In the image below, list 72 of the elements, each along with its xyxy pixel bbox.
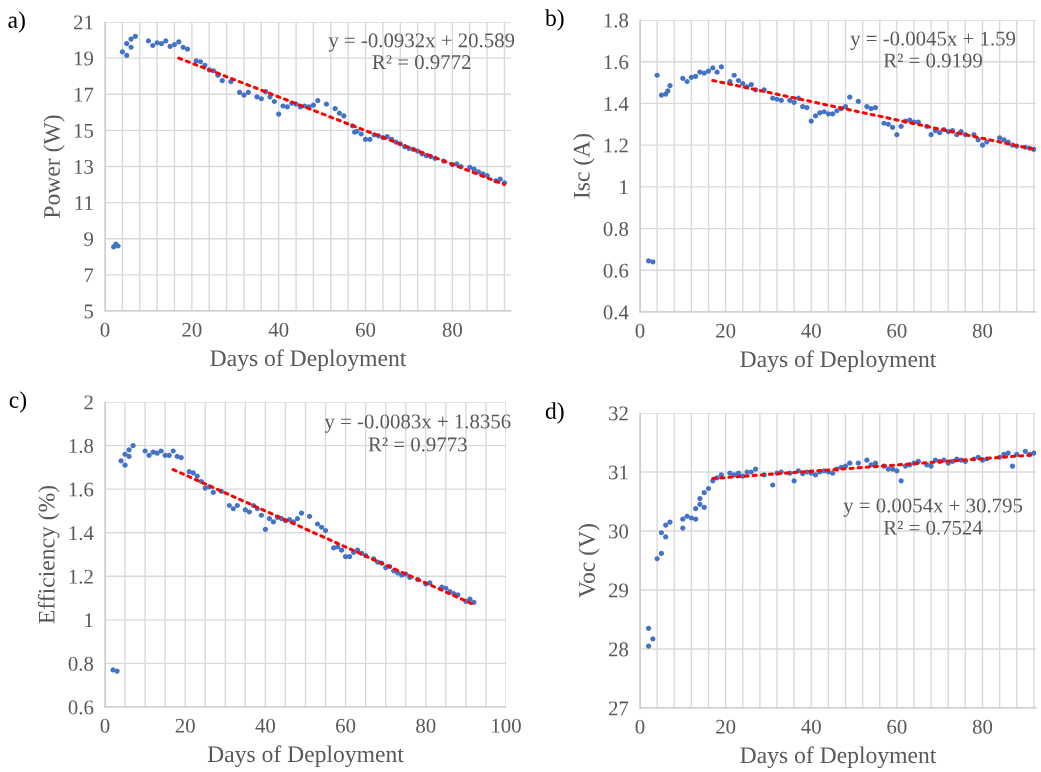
- y-tick-label: 13: [74, 159, 94, 174]
- y-tick-label: 1: [85, 613, 93, 628]
- x-tick-label: 20: [716, 323, 736, 338]
- y-tick-label: 5: [84, 304, 94, 319]
- y-tick-label: 17: [74, 87, 94, 102]
- y-axis-title: Efficiency (%): [37, 485, 60, 624]
- y-tick-label: 1.6: [604, 55, 629, 70]
- y-tick-label: 32: [609, 406, 628, 421]
- x-tick-label: 60: [336, 718, 356, 733]
- y-tick-label: 1.4: [69, 526, 94, 541]
- x-tick-label: 60: [887, 719, 907, 734]
- y-tick-label: 30: [609, 524, 629, 539]
- x-axis-title: Days of Deployment: [210, 349, 407, 372]
- y-tick-label: 1.6: [69, 482, 94, 497]
- annotation: R² = 0.9773: [368, 437, 467, 452]
- x-axis-title: Days of Deployment: [207, 745, 404, 768]
- y-tick-label: 1.8: [69, 438, 94, 454]
- x-tick-label: 0: [100, 718, 110, 733]
- x-tick-label: 60: [887, 323, 907, 338]
- y-tick-label: 9: [84, 232, 94, 247]
- y-tick-label: 0.6: [603, 263, 629, 278]
- y-tick-label: 29: [608, 583, 629, 598]
- y-tick-label: 21: [73, 15, 93, 30]
- y-axis-title: Power (W): [43, 115, 65, 218]
- y-tick-label: 7: [84, 268, 94, 283]
- y-tick-label: 0.6: [68, 700, 94, 715]
- x-tick-label: 40: [801, 323, 821, 338]
- x-tick-label: 0: [100, 322, 110, 337]
- y-tick-label: 1.2: [69, 569, 93, 584]
- x-tick-label: 0: [635, 323, 645, 338]
- y-tick-label: 28: [608, 642, 629, 657]
- annotation: y = -0.0045x + 1.59: [850, 31, 1016, 50]
- y-tick-label: 0.8: [68, 656, 94, 671]
- y-axis-title: Isc (A): [573, 133, 595, 199]
- annotation: y = -0.0932x + 20.589: [328, 33, 515, 52]
- y-tick-label: 1: [620, 180, 628, 195]
- x-tick-label: 80: [972, 323, 993, 338]
- y-tick-label: 0.4: [603, 305, 629, 320]
- annotation: R² = 0.7524: [883, 520, 983, 535]
- x-tick-label: 40: [255, 718, 276, 733]
- x-tick-label: 20: [716, 719, 736, 734]
- y-tick-label: 31: [609, 465, 628, 480]
- y-tick-label: 1.2: [604, 138, 628, 153]
- x-axis-title: Days of Deployment: [740, 746, 937, 769]
- annotation: y = 0.0054x + 30.795: [843, 498, 1023, 517]
- x-tick-label: 80: [972, 719, 993, 734]
- y-tick-label: 1.4: [604, 96, 629, 111]
- y-axis-title: Voc (V): [578, 524, 600, 598]
- x-tick-label: 20: [175, 718, 195, 733]
- chart-title: c): [9, 391, 27, 413]
- x-axis-title: Days of Deployment: [740, 350, 937, 373]
- annotation: R² = 0.9772: [372, 55, 471, 70]
- x-tick-label: 40: [268, 322, 289, 337]
- chart-title: a): [8, 11, 25, 33]
- x-tick-label: 20: [182, 322, 202, 337]
- x-tick-label: 80: [442, 322, 462, 337]
- y-tick-label: 11: [75, 196, 93, 210]
- annotation: R² = 0.9199: [883, 53, 982, 68]
- x-tick-label: 100: [492, 718, 521, 733]
- chart-title: d): [545, 402, 564, 424]
- y-tick-label: 19: [74, 51, 94, 66]
- chart-title: b): [544, 9, 564, 31]
- annotation: y = -0.0083x + 1.8356: [324, 414, 511, 433]
- y-tick-label: 27: [608, 701, 629, 716]
- x-tick-label: 40: [801, 719, 821, 734]
- x-tick-label: 0: [635, 719, 645, 734]
- x-tick-label: 80: [416, 718, 436, 733]
- y-tick-label: 15: [74, 123, 94, 138]
- y-tick-label: 1.8: [604, 13, 629, 28]
- x-tick-label: 60: [356, 322, 376, 337]
- y-tick-label: 2: [84, 395, 93, 410]
- y-tick-label: 0.8: [603, 221, 629, 237]
